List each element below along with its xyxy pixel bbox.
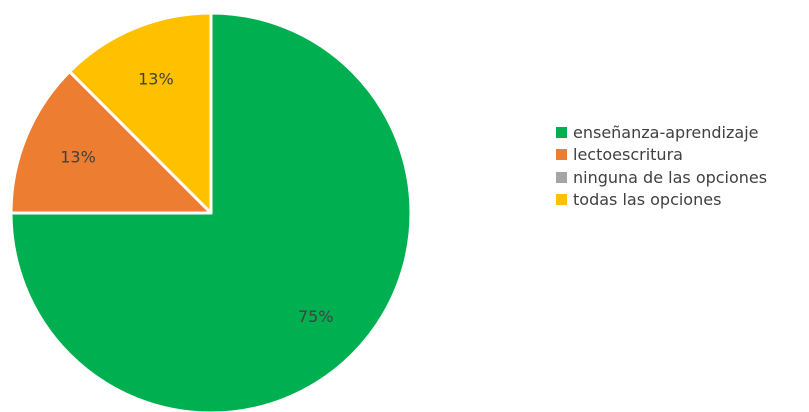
data-label: 75% [298,307,334,326]
pie-slice-todas-las-opciones [68,11,213,215]
legend-swatch [556,171,567,183]
pie-slice-ense-anza-aprendizaje [9,11,413,412]
legend-label: lectoescritura [573,145,683,165]
legend-label: todas las opciones [573,190,722,210]
legend-swatch [556,194,567,206]
pie-slice-lectoescritura [9,70,213,215]
legend-item-ensenanza-aprendizaje: enseñanza-aprendizaje [556,121,767,144]
legend-swatch [556,149,567,161]
legend-item-ninguna-de-las-opciones: ninguna de las opciones [556,166,767,189]
legend-item-todas-las-opciones: todas las opciones [556,189,767,212]
legend-label: ninguna de las opciones [573,167,768,187]
legend: enseñanza-aprendizaje lectoescritura nin… [556,121,767,211]
pie-data-labels: 75% 13% 13% [60,70,333,327]
data-label: 13% [138,70,174,89]
legend-item-lectoescritura: lectoescritura [556,144,767,167]
legend-swatch [556,126,567,138]
data-label: 13% [60,147,96,166]
pie-slices [9,11,413,412]
legend-label: enseñanza-aprendizaje [573,122,759,142]
